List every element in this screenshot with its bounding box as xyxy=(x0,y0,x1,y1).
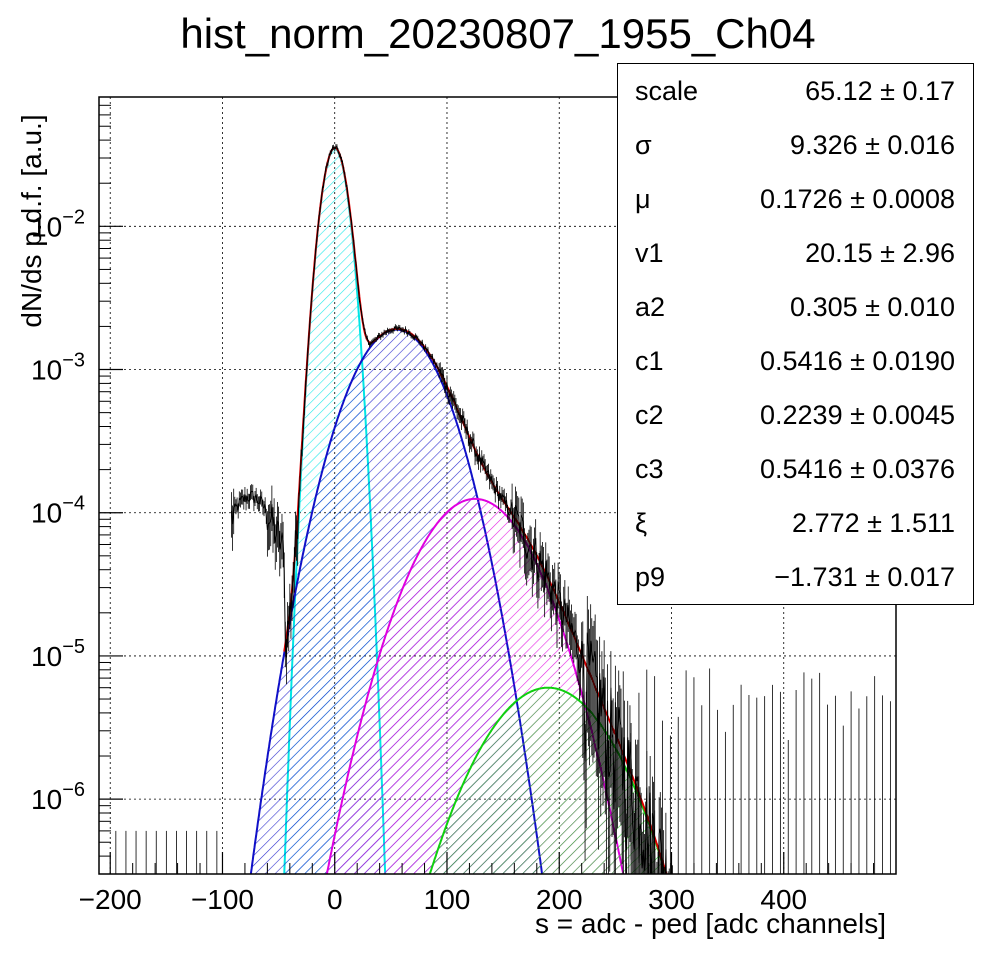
stat-row: p9 −1.731 ± 0.017 xyxy=(618,550,973,604)
stat-name: a2 xyxy=(635,292,666,322)
stat-row: ξ 2.772 ± 1.511 xyxy=(618,496,973,550)
stat-value: −1.731 ± 0.017 xyxy=(774,562,955,592)
stat-name: ξ xyxy=(635,508,648,538)
y-tick-label: 10−6 xyxy=(31,779,85,815)
stat-name: c1 xyxy=(635,346,664,376)
stat-value: 2.772 ± 1.511 xyxy=(792,508,955,538)
stat-row: scale 65.12 ± 0.17 xyxy=(618,64,973,118)
data-histogram xyxy=(115,144,891,874)
x-tick-label: −200 xyxy=(79,884,142,915)
stat-name: scale xyxy=(635,76,699,106)
axis-ticks: −200 −100 0 100 200 300 400 10−6 10−5 10−4 10−3 10−… xyxy=(31,96,875,915)
data-step-line xyxy=(231,146,667,874)
y-tick-label: 10−5 xyxy=(31,636,85,672)
stat-value: 0.2239 ± 0.0045 xyxy=(760,400,955,430)
x-tick-label: −100 xyxy=(191,884,254,915)
x-tick-label: 200 xyxy=(536,884,583,915)
stat-row: v1 20.15 ± 2.96 xyxy=(618,226,973,280)
stat-name: c2 xyxy=(635,400,664,430)
stat-value: 0.1726 ± 0.0008 xyxy=(760,184,955,214)
y-axis-label: dN/ds p.d.f. [a.u.] xyxy=(16,114,47,328)
stat-value: 0.5416 ± 0.0376 xyxy=(760,454,955,484)
stat-row: c2 0.2239 ± 0.0045 xyxy=(618,388,973,442)
stat-row: σ 9.326 ± 0.016 xyxy=(618,118,973,172)
stat-value: 20.15 ± 2.96 xyxy=(805,238,955,268)
stat-row: c1 0.5416 ± 0.0190 xyxy=(618,334,973,388)
y-tick-label: 10−3 xyxy=(31,350,85,386)
chart-title: hist_norm_20230807_1955_Ch04 xyxy=(180,10,816,57)
stat-name: μ xyxy=(635,184,651,214)
x-axis-label: s = adc - ped [adc channels] xyxy=(535,908,886,939)
stat-row: a2 0.305 ± 0.010 xyxy=(618,280,973,334)
stat-name: v1 xyxy=(635,238,664,268)
y-tick-label: 10−2 xyxy=(31,206,85,242)
stat-value: 9.326 ± 0.016 xyxy=(790,130,955,160)
stat-row: c3 0.5416 ± 0.0376 xyxy=(618,442,973,496)
x-tick-label: 100 xyxy=(424,884,471,915)
x-tick-label: 0 xyxy=(327,884,343,915)
stat-value: 65.12 ± 0.17 xyxy=(805,76,955,106)
stat-value: 0.5416 ± 0.0190 xyxy=(760,346,955,376)
component-curve xyxy=(325,497,625,874)
stat-name: σ xyxy=(635,130,652,160)
stat-row: μ 0.1726 ± 0.0008 xyxy=(618,172,973,226)
y-tick-label: 10−4 xyxy=(31,493,85,529)
fit-stats-box: scale 65.12 ± 0.17 σ 9.326 ± 0.016 μ 0.1726 ±… xyxy=(617,63,974,605)
stat-name: p9 xyxy=(635,562,666,592)
x-tick-label: 300 xyxy=(648,884,695,915)
fit-curves xyxy=(249,146,668,874)
stat-value: 0.305 ± 0.010 xyxy=(790,292,955,322)
stat-name: c3 xyxy=(635,454,664,484)
x-tick-label: 400 xyxy=(760,884,807,915)
